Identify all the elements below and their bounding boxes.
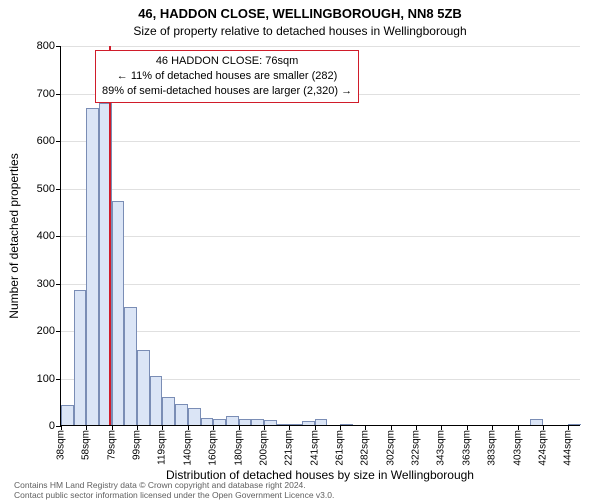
y-tick-mark (56, 379, 61, 380)
x-tick-label: 282sqm (360, 430, 371, 466)
annotation-line-1: 46 HADDON CLOSE: 76sqm (102, 54, 352, 69)
property-marker-line (109, 46, 111, 425)
gridline (61, 331, 580, 332)
histogram-bar (226, 416, 239, 426)
gridline (61, 46, 580, 47)
histogram-bar (289, 424, 302, 425)
annotation-line-3: 89% of semi-detached houses are larger (… (102, 84, 352, 99)
x-tick-label: 140sqm (182, 430, 193, 466)
histogram-bar (239, 419, 252, 425)
histogram-bar (188, 408, 201, 425)
x-tick-label: 58sqm (81, 430, 92, 460)
x-tick-label: 403sqm (512, 430, 523, 466)
gridline (61, 284, 580, 285)
x-tick-label: 160sqm (208, 430, 219, 466)
x-tick-label: 261sqm (335, 430, 346, 466)
y-tick-mark (56, 236, 61, 237)
x-tick-label: 180sqm (233, 430, 244, 466)
x-tick-label: 363sqm (461, 430, 472, 466)
y-axis-label: Number of detached properties (7, 153, 21, 318)
x-tick-label: 343sqm (436, 430, 447, 466)
y-tick-mark (56, 141, 61, 142)
chart-title-sub: Size of property relative to detached ho… (0, 24, 600, 38)
histogram-bar (251, 419, 264, 425)
x-tick-label: 99sqm (132, 430, 143, 460)
x-tick-label: 322sqm (411, 430, 422, 466)
histogram-bar (340, 424, 353, 425)
y-tick-label: 100 (37, 373, 55, 385)
plot-area: 010020030040050060070080038sqm58sqm79sqm… (60, 46, 580, 426)
x-tick-label: 302sqm (385, 430, 396, 466)
histogram-bar (213, 419, 226, 425)
y-tick-label: 600 (37, 135, 55, 147)
x-tick-label: 79sqm (106, 430, 117, 460)
annotation-box: 46 HADDON CLOSE: 76sqm← 11% of detached … (95, 50, 359, 103)
histogram-bar (315, 419, 328, 425)
annotation-line-2: ← 11% of detached houses are smaller (28… (102, 69, 352, 84)
y-tick-label: 200 (37, 325, 55, 337)
y-tick-mark (56, 94, 61, 95)
x-tick-label: 221sqm (284, 430, 295, 466)
y-tick-label: 700 (37, 88, 55, 100)
histogram-bar (302, 421, 315, 425)
histogram-bar (264, 420, 277, 425)
y-tick-mark (56, 284, 61, 285)
y-tick-mark (56, 189, 61, 190)
x-tick-label: 200sqm (258, 430, 269, 466)
x-tick-label: 424sqm (537, 430, 548, 466)
histogram-bar (74, 290, 87, 425)
x-tick-label: 38sqm (56, 430, 67, 460)
chart-container: 46, HADDON CLOSE, WELLINGBOROUGH, NN8 5Z… (0, 0, 600, 500)
y-tick-mark (56, 331, 61, 332)
y-tick-label: 400 (37, 230, 55, 242)
credit-line-2: Contact public sector information licens… (14, 491, 334, 500)
histogram-bar (175, 404, 188, 425)
histogram-bar (150, 376, 163, 425)
y-tick-label: 800 (37, 40, 55, 52)
y-tick-label: 300 (37, 278, 55, 290)
histogram-bar (124, 307, 137, 425)
y-tick-mark (56, 46, 61, 47)
histogram-bar (137, 350, 150, 425)
x-tick-label: 444sqm (563, 430, 574, 466)
histogram-bar (530, 419, 543, 425)
chart-title-main: 46, HADDON CLOSE, WELLINGBOROUGH, NN8 5Z… (0, 6, 600, 21)
y-tick-label: 500 (37, 183, 55, 195)
gridline (61, 236, 580, 237)
x-tick-label: 383sqm (487, 430, 498, 466)
x-tick-label: 241sqm (309, 430, 320, 466)
histogram-bar (112, 201, 125, 425)
histogram-bar (568, 424, 581, 425)
histogram-bar (61, 405, 74, 425)
histogram-bar (86, 108, 99, 425)
histogram-bar (201, 418, 214, 425)
x-tick-label: 119sqm (157, 430, 168, 465)
histogram-bar (162, 397, 175, 426)
gridline (61, 189, 580, 190)
histogram-bar (277, 424, 290, 425)
credit-text: Contains HM Land Registry data © Crown c… (14, 481, 334, 500)
gridline (61, 141, 580, 142)
y-tick-label: 0 (49, 420, 55, 432)
